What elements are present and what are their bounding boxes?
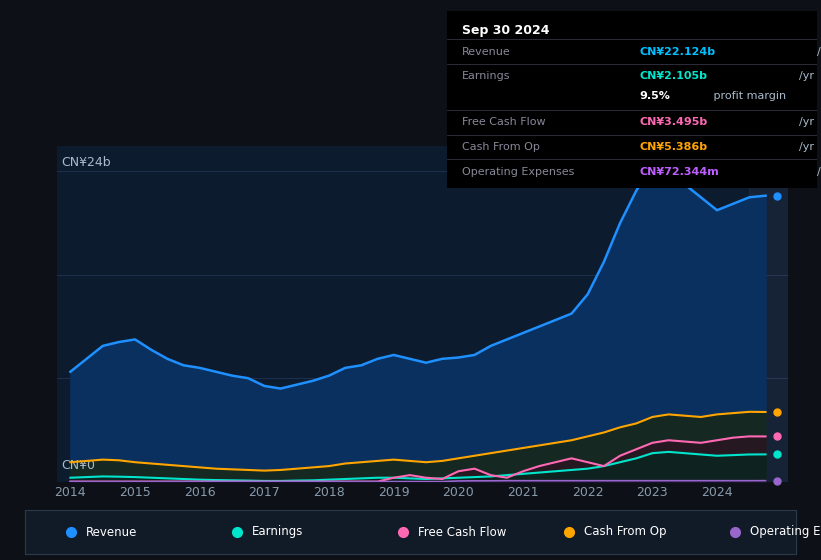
Text: /yr: /yr — [799, 72, 814, 81]
Text: CN¥24b: CN¥24b — [61, 156, 111, 169]
Text: CN¥3.495b: CN¥3.495b — [640, 118, 708, 127]
Text: Operating Expenses: Operating Expenses — [462, 167, 575, 177]
Text: /yr: /yr — [817, 167, 821, 177]
Text: profit margin: profit margin — [710, 91, 787, 101]
Text: Revenue: Revenue — [86, 525, 138, 539]
Text: CN¥72.344m: CN¥72.344m — [640, 167, 719, 177]
Text: CN¥5.386b: CN¥5.386b — [640, 142, 708, 152]
Text: Cash From Op: Cash From Op — [585, 525, 667, 539]
Text: Revenue: Revenue — [462, 47, 511, 57]
Text: /yr: /yr — [799, 118, 814, 127]
Text: Cash From Op: Cash From Op — [462, 142, 540, 152]
Text: Free Cash Flow: Free Cash Flow — [462, 118, 546, 127]
Text: Earnings: Earnings — [462, 72, 511, 81]
Text: CN¥2.105b: CN¥2.105b — [640, 72, 708, 81]
Text: Sep 30 2024: Sep 30 2024 — [462, 24, 550, 36]
Text: /yr: /yr — [799, 142, 814, 152]
Bar — [750, 146, 788, 482]
Text: CN¥0: CN¥0 — [61, 459, 95, 472]
Text: Operating Expenses: Operating Expenses — [750, 525, 821, 539]
Text: /yr: /yr — [817, 47, 821, 57]
Text: Free Cash Flow: Free Cash Flow — [418, 525, 507, 539]
Text: Earnings: Earnings — [252, 525, 304, 539]
Text: 9.5%: 9.5% — [640, 91, 671, 101]
Text: CN¥22.124b: CN¥22.124b — [640, 47, 716, 57]
